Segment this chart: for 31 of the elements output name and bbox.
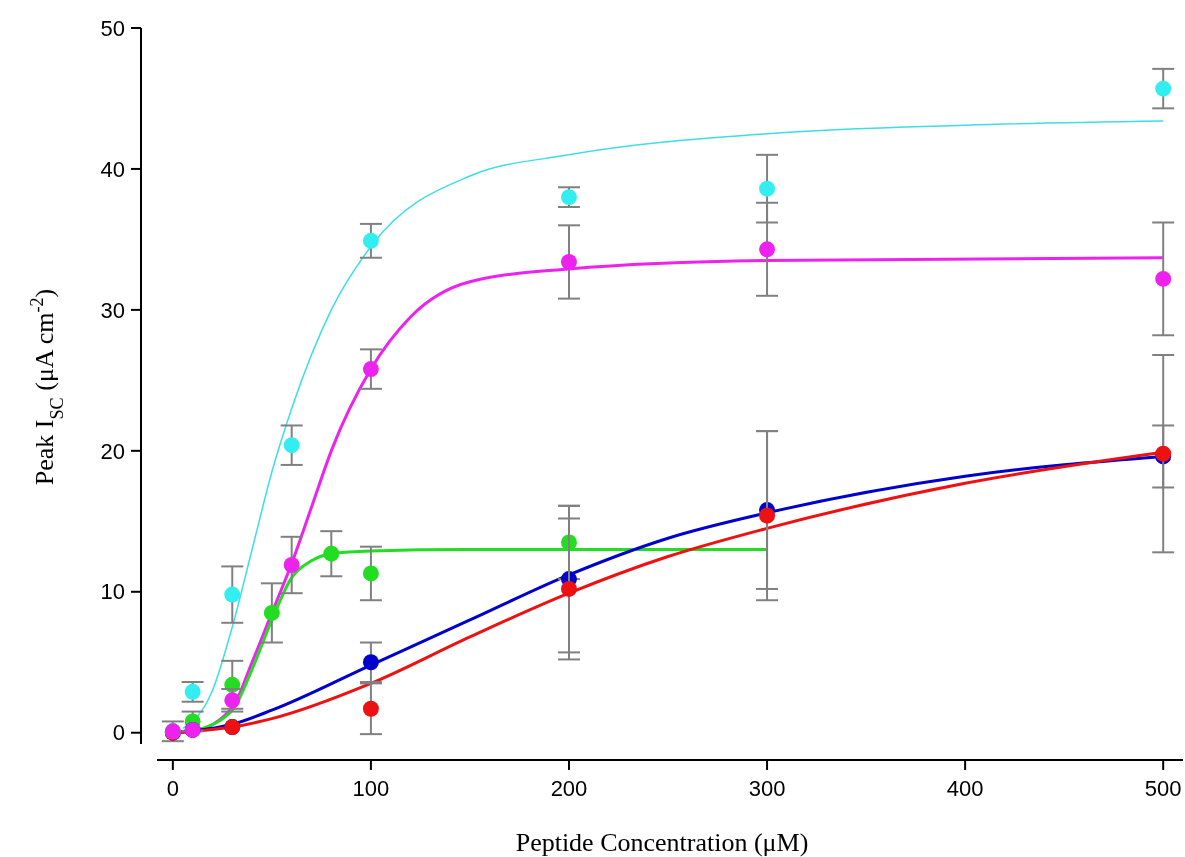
x-tick-label: 300 [748,776,786,801]
y-tick-label: 50 [100,15,125,41]
point [263,604,280,621]
point [283,557,300,573]
x-tick-label: 200 [550,776,588,801]
x-axis-title: Peptide Concentration (μM) [515,828,809,857]
point [224,586,241,603]
y-tick-label: 40 [100,156,125,182]
point [759,507,776,524]
point [362,700,379,717]
x-tick-label: 500 [1144,776,1182,801]
point [561,254,577,270]
x-tick-label: 400 [946,776,984,801]
y-tick-label: 30 [100,297,125,323]
y-tick-label: 20 [100,438,125,464]
point [362,565,379,582]
y-tick-label: 0 [112,720,125,746]
point [1155,80,1172,97]
point [759,241,776,258]
point [283,437,300,454]
y-tick-label: 10 [100,579,125,605]
point [759,180,776,197]
point [362,654,379,671]
point [561,581,577,597]
point [362,232,379,249]
point [1155,270,1172,287]
x-tick-label: 0 [166,776,179,801]
point [323,545,340,562]
point [362,361,379,378]
point [561,189,577,206]
x-tick-label: 100 [352,776,390,801]
